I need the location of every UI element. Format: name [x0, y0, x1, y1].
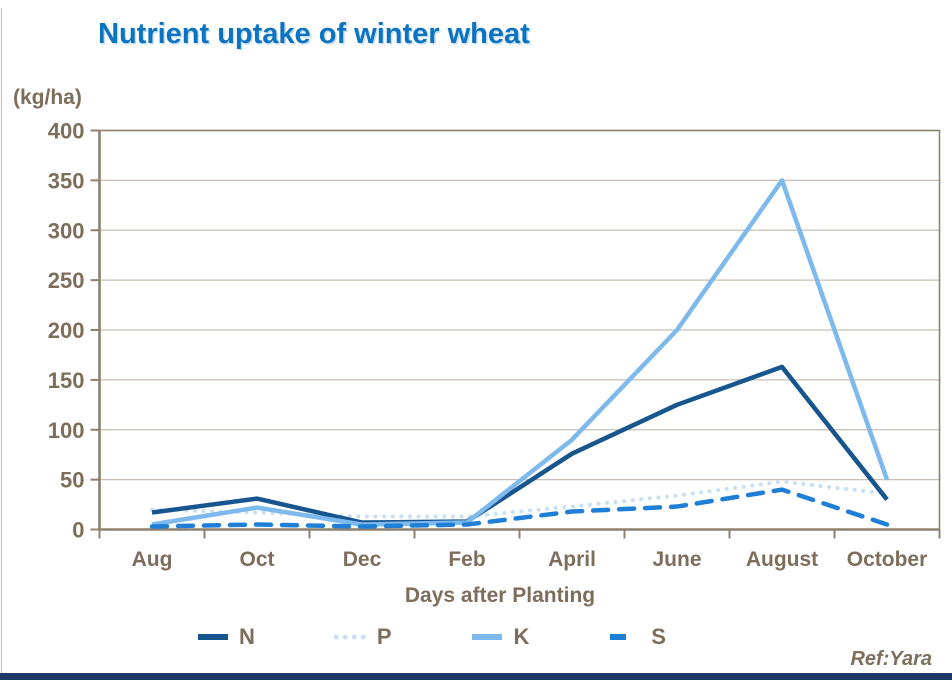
series-line-s: [149, 487, 890, 529]
bottom-accent-bar: [0, 673, 952, 680]
y-tick-label-350: 350: [48, 168, 85, 193]
legend-item-p: P: [333, 624, 392, 650]
legend-label-n: N: [239, 624, 255, 649]
chart-title: Nutrient uptake of winter wheat: [98, 18, 530, 50]
legend-label-s: S: [651, 624, 666, 649]
reference-label: Ref:Yara: [850, 648, 932, 670]
x-tick-label-oct: Oct: [239, 548, 274, 571]
y-tick-label-150: 150: [48, 368, 85, 393]
y-tick-label-300: 300: [48, 218, 85, 243]
y-tick-label-400: 400: [48, 119, 85, 144]
x-tick-label-aug: Aug: [132, 548, 173, 571]
x-tick-label-feb: Feb: [448, 548, 485, 571]
x-tick-label-august: August: [746, 548, 818, 571]
x-tick-label-april: April: [548, 548, 596, 571]
legend-label-p: P: [376, 624, 392, 649]
x-tick-label-june: June: [652, 548, 701, 571]
y-axis-unit-label: (kg/ha): [13, 86, 82, 109]
x-tick-label-october: October: [847, 548, 928, 571]
legend-swatch-n-icon: [198, 634, 228, 640]
y-tick-label-50: 50: [60, 468, 84, 493]
series-line-k: [151, 178, 890, 527]
legend-item-s: S: [608, 624, 666, 650]
y-tick-label-100: 100: [48, 418, 85, 443]
x-axis-title: Days after Planting: [404, 584, 596, 607]
legend-label-k: K: [513, 624, 530, 649]
y-tick-label-250: 250: [48, 268, 85, 293]
legend-item-k: K: [470, 624, 529, 650]
x-tick-label-dec: Dec: [343, 548, 382, 571]
y-tick-label-0: 0: [72, 518, 84, 543]
legend-swatch-s-icon: [610, 634, 627, 640]
window-left-edge: [1, 8, 2, 673]
legend-swatch-k-icon: [472, 634, 503, 640]
legend-item-n: N: [196, 624, 255, 650]
legend-swatch-p-icon: [333, 634, 368, 640]
series-line-p: [150, 479, 889, 519]
y-tick-label-200: 200: [48, 318, 85, 343]
series-line-n: [151, 364, 889, 525]
